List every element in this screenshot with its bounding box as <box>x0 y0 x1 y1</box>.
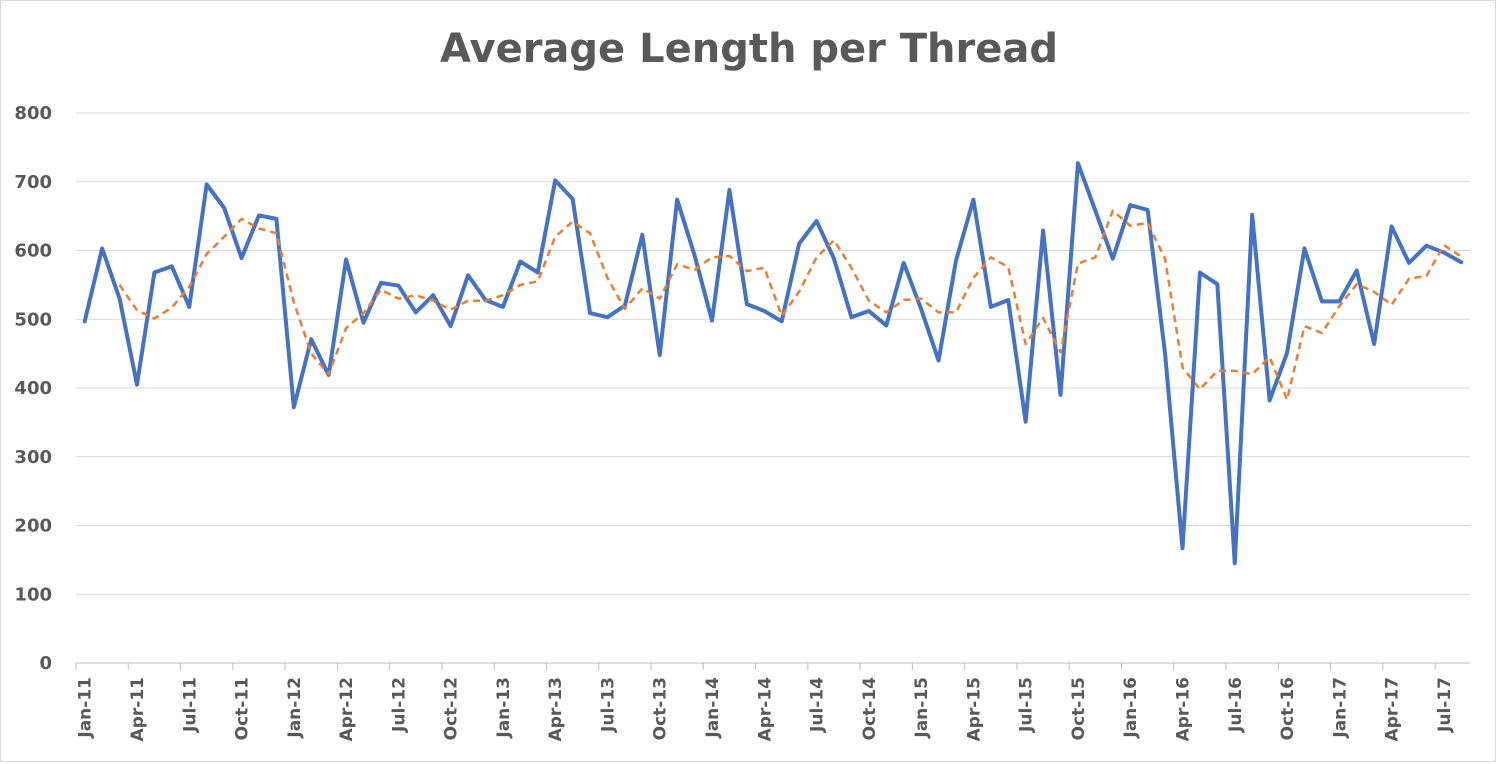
x-tick-label: Jul-13 <box>598 677 618 733</box>
x-tick-label: Jul-17 <box>1435 677 1455 733</box>
y-tick-label: 100 <box>14 584 52 605</box>
y-tick-label: 500 <box>14 309 52 330</box>
x-tick-label: Jan-13 <box>494 677 514 739</box>
y-tick-label: 0 <box>39 653 52 674</box>
x-tick-label: Oct-13 <box>651 677 671 740</box>
y-tick-label: 200 <box>14 516 52 537</box>
x-tick-label: Apr-11 <box>128 677 148 741</box>
x-tick-label: Jan-15 <box>912 677 932 739</box>
series-line-moving-average <box>118 209 1462 401</box>
x-tick-label: Jul-15 <box>1017 677 1037 733</box>
x-tick-label: Oct-14 <box>860 677 880 741</box>
x-tick-label: Apr-13 <box>546 677 566 741</box>
x-tick-label: Jan-17 <box>1330 677 1350 739</box>
series-line-actual <box>82 161 1464 566</box>
x-tick-label: Jan-16 <box>1121 677 1141 739</box>
x-tick-label: Oct-11 <box>233 677 253 740</box>
x-tick-label: Apr-12 <box>337 677 357 741</box>
x-tick-label: Jul-14 <box>808 677 828 733</box>
y-tick-label: 300 <box>14 447 52 468</box>
y-tick-label: 600 <box>14 241 52 262</box>
y-axis-labels: 0 100 200 300 400 500 600 700 800 <box>14 103 52 674</box>
chart-title: Average Length per Thread <box>439 26 1059 72</box>
x-axis: Jan-11 Apr-11 Jul-11 Oct-11 Jan-12 Apr-12 Jul-… <box>75 663 1455 742</box>
y-tick-label: 400 <box>14 378 52 399</box>
x-tick-label: Jan-11 <box>76 677 96 739</box>
x-tick-label: Apr-14 <box>755 677 775 742</box>
x-tick-label: Jan-14 <box>703 677 723 739</box>
gridlines <box>76 112 1470 664</box>
x-tick-label: Jan-12 <box>285 677 305 739</box>
y-tick-label: 700 <box>14 172 52 193</box>
x-tick-label: Apr-15 <box>964 677 984 741</box>
x-tick-label: Jul-11 <box>180 677 200 733</box>
series-group <box>82 161 1464 566</box>
x-tick-label: Apr-16 <box>1173 677 1193 741</box>
x-tick-label: Oct-16 <box>1278 677 1298 740</box>
x-tick-label: Jul-16 <box>1226 677 1246 733</box>
x-tick-label: Jul-12 <box>389 677 409 733</box>
x-tick-label: Oct-15 <box>1069 677 1089 740</box>
y-tick-label: 800 <box>14 103 52 124</box>
x-tick-label: Apr-17 <box>1383 677 1403 741</box>
x-tick-label: Oct-12 <box>442 677 462 740</box>
